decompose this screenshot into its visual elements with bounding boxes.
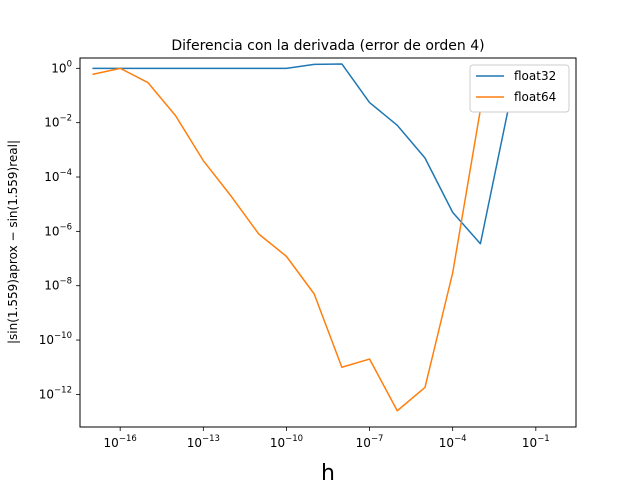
y-tick-base: 10 bbox=[44, 224, 59, 238]
x-tick-exponent: −4 bbox=[454, 434, 467, 444]
y-tick-exponent: −2 bbox=[59, 114, 72, 124]
legend: float32 float64 bbox=[469, 64, 570, 113]
x-tick-base: 10 bbox=[187, 436, 202, 450]
y-tick-exponent: −12 bbox=[54, 385, 72, 395]
x-tick-label: 10−4 bbox=[439, 434, 467, 450]
x-tick-exponent: −1 bbox=[537, 434, 550, 444]
legend-label-float32: float32 bbox=[514, 69, 556, 83]
series-line-float32 bbox=[92, 63, 509, 245]
x-tick-label: 10−10 bbox=[270, 434, 303, 450]
y-tick-label: 10−6 bbox=[44, 222, 72, 238]
y-tick-exponent: −4 bbox=[59, 168, 72, 178]
y-tick-exponent: −6 bbox=[59, 222, 72, 232]
y-tick-exponent: −8 bbox=[59, 277, 72, 287]
x-tick-label: 10−7 bbox=[356, 434, 384, 450]
y-tick-label: 10−12 bbox=[39, 385, 72, 401]
x-tick-base: 10 bbox=[522, 436, 537, 450]
y-tick-exponent: 0 bbox=[67, 59, 72, 69]
y-tick-base: 10 bbox=[44, 279, 59, 293]
y-tick-base: 10 bbox=[44, 116, 59, 130]
x-tick-label: 10−13 bbox=[187, 434, 220, 450]
chart-title: Diferencia con la derivada (error de ord… bbox=[171, 38, 484, 54]
plot-frame bbox=[79, 57, 577, 428]
y-tick-label: 10−4 bbox=[44, 168, 72, 184]
x-tick-exponent: −10 bbox=[285, 434, 303, 444]
legend-label-float64: float64 bbox=[514, 90, 556, 104]
y-tick-base: 10 bbox=[39, 387, 54, 401]
series-lines bbox=[92, 63, 509, 412]
y-tick-label: 100 bbox=[51, 59, 72, 75]
x-tick-label: 10−16 bbox=[104, 434, 137, 450]
x-axis-label: h bbox=[321, 461, 335, 480]
y-axis-label: |sin(1.559)aprox − sin(1.559)real| bbox=[6, 140, 20, 344]
series-line-float64 bbox=[92, 67, 482, 412]
x-axis-ticks: 10−16 10−13 10−10 10−7 10−4 10−1 bbox=[104, 427, 550, 450]
x-tick-label: 10−1 bbox=[522, 434, 550, 450]
y-tick-base: 10 bbox=[44, 170, 59, 184]
y-tick-base: 10 bbox=[51, 61, 66, 75]
x-tick-base: 10 bbox=[104, 436, 119, 450]
x-tick-base: 10 bbox=[356, 436, 371, 450]
y-tick-label: 10−10 bbox=[39, 331, 72, 347]
x-tick-exponent: −7 bbox=[371, 434, 384, 444]
y-tick-base: 10 bbox=[39, 333, 54, 347]
y-tick-exponent: −10 bbox=[54, 331, 72, 341]
x-tick-base: 10 bbox=[270, 436, 285, 450]
y-tick-label: 10−8 bbox=[44, 277, 72, 293]
x-tick-exponent: −16 bbox=[119, 434, 137, 444]
x-tick-base: 10 bbox=[439, 436, 454, 450]
x-tick-exponent: −13 bbox=[202, 434, 220, 444]
y-tick-label: 10−2 bbox=[44, 114, 72, 130]
